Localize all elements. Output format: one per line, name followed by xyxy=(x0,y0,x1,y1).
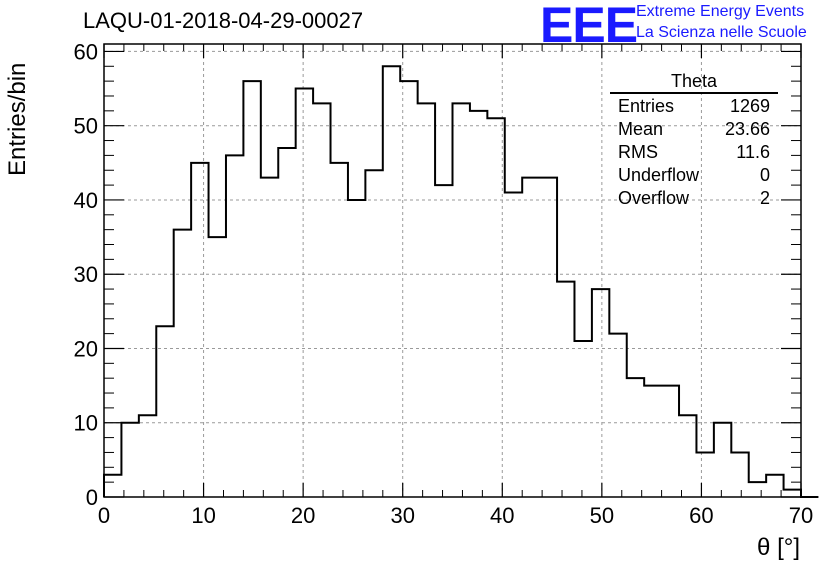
x-tick-label: 20 xyxy=(291,503,315,528)
histogram-bin xyxy=(156,326,173,497)
histogram-bin xyxy=(749,482,766,497)
x-axis-label: θ [°] xyxy=(757,534,800,561)
stats-label: RMS xyxy=(618,142,658,162)
histogram-bin xyxy=(731,452,748,497)
y-tick-label: 60 xyxy=(74,39,98,64)
histogram-bin xyxy=(331,163,348,497)
histogram-bin xyxy=(400,81,417,497)
histogram-bin xyxy=(487,118,504,497)
x-tick-label: 50 xyxy=(590,503,614,528)
stats-label: Entries xyxy=(618,96,675,116)
histogram-bin xyxy=(243,81,260,497)
histogram-bin xyxy=(592,289,609,497)
histogram-bin xyxy=(662,386,679,497)
histogram-bin xyxy=(522,178,539,497)
stats-row-overflow: Overflow 2 xyxy=(610,187,778,210)
eee-logo: EEE xyxy=(540,0,638,53)
histogram-bin xyxy=(139,415,156,497)
stats-box: Theta Entries 1269 Mean 23.66 RMS 11.6 U… xyxy=(610,70,778,210)
histogram-bin xyxy=(261,178,278,497)
histogram-bin xyxy=(644,386,661,497)
histogram-bin xyxy=(296,89,313,497)
logo-line-1: Extreme Energy Events xyxy=(636,3,805,20)
histogram-bin xyxy=(191,163,208,497)
histogram-bin xyxy=(679,415,696,497)
stats-row-mean: Mean 23.66 xyxy=(610,118,778,141)
histogram-bin xyxy=(714,423,731,497)
tick-layer xyxy=(103,44,802,498)
histogram-bin xyxy=(609,334,626,497)
stats-value: 2 xyxy=(759,188,770,208)
stats-value: 0 xyxy=(759,165,770,185)
stats-label: Mean xyxy=(618,119,664,139)
stats-value: 11.6 xyxy=(736,142,770,162)
histogram-bin xyxy=(505,193,522,497)
histogram-bin xyxy=(313,103,330,497)
y-tick-label: 40 xyxy=(74,188,98,213)
plot-frame xyxy=(103,43,802,498)
stats-title: Theta xyxy=(610,70,778,94)
histogram-bin xyxy=(209,237,226,497)
x-tick-label: 40 xyxy=(490,503,514,528)
y-tick-label: 20 xyxy=(74,336,98,361)
stats-label: Overflow xyxy=(618,188,690,208)
y-tick-label: 30 xyxy=(74,262,98,287)
histogram-bin xyxy=(365,170,382,497)
histogram-bin xyxy=(557,282,574,497)
x-tick-label: 0 xyxy=(98,503,110,528)
histogram-bin xyxy=(348,200,365,497)
x-tick-label: 60 xyxy=(689,503,713,528)
histogram-bin xyxy=(696,452,713,497)
stats-value: 23.66 xyxy=(724,119,770,139)
stats-row-rms: RMS 11.6 xyxy=(610,141,778,164)
histogram-bin xyxy=(278,148,295,497)
histogram-bin xyxy=(766,475,783,497)
stats-row-entries: Entries 1269 xyxy=(610,95,778,118)
histogram-bin xyxy=(574,341,591,497)
chart-title: LAQU-01-2018-04-29-00027 xyxy=(83,8,364,33)
histogram-bin xyxy=(121,423,138,497)
histogram-outline xyxy=(103,65,819,498)
histogram-bin xyxy=(226,155,243,497)
logo-line-2: La Scienza nelle Scuole xyxy=(636,24,807,41)
x-tick-label: 70 xyxy=(789,503,813,528)
stats-row-underflow: Underflow 0 xyxy=(610,164,778,187)
y-tick-label: 10 xyxy=(74,411,98,436)
y-tick-label: 50 xyxy=(74,114,98,139)
histogram-bin xyxy=(435,185,452,497)
x-tick-label: 30 xyxy=(390,503,414,528)
y-tick-label: 0 xyxy=(86,485,98,510)
histogram-bin xyxy=(784,490,801,497)
x-tick-label: 10 xyxy=(191,503,215,528)
histogram-bin xyxy=(174,230,191,497)
histogram-bin xyxy=(418,103,435,497)
histogram-bin xyxy=(453,103,470,497)
stats-value: 1269 xyxy=(729,96,770,116)
histogram-bin xyxy=(540,178,557,497)
histogram-bin xyxy=(104,475,121,497)
histogram-bin xyxy=(470,111,487,497)
y-axis-label: Entries/bin xyxy=(4,62,31,176)
histogram-bin xyxy=(627,378,644,497)
stats-label: Underflow xyxy=(618,165,700,185)
histogram-bin xyxy=(383,66,400,497)
